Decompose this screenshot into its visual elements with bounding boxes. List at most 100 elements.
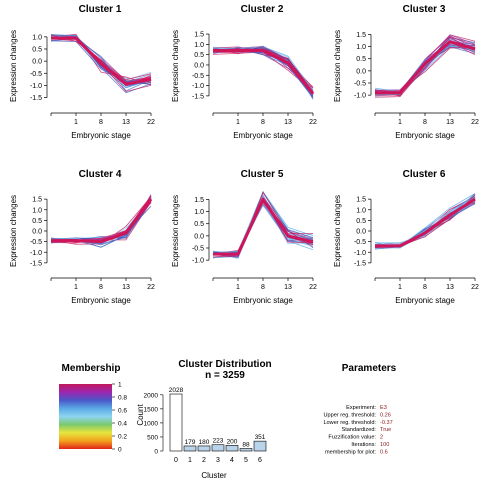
membership-tick-label: 0.2 xyxy=(118,434,127,441)
cluster-panel: Cluster 1 1.0 0.5 0.0 -0.5 -1.0 -1.5 Expression… xyxy=(9,4,155,140)
member-profile-line xyxy=(212,203,314,255)
parameter-value: 0.6 xyxy=(380,449,388,455)
x-tick-label: 8 xyxy=(261,119,265,126)
y-tick-label: -0.5 xyxy=(354,239,366,246)
x-axis-label: Embryonic stage xyxy=(233,296,293,305)
y-tick-label: 1.5 xyxy=(32,197,42,204)
centroid-line xyxy=(375,197,476,248)
x-axis-label: Embryonic stage xyxy=(395,131,455,140)
member-profile-line xyxy=(374,194,476,248)
cluster-panel: Cluster 5 1.5 1.0 0.5 0.0 -0.5 -1.0 Expression … xyxy=(171,169,317,305)
distribution-bar xyxy=(211,444,225,452)
y-tick-label: -0.5 xyxy=(30,71,42,78)
x-tick-label: 1 xyxy=(236,119,240,126)
y-tick-label: 0.5 xyxy=(32,47,42,54)
distribution-x-tick-label: 4 xyxy=(230,457,234,464)
member-profile-line xyxy=(212,198,314,255)
distribution-ylabel: Count xyxy=(136,404,145,426)
y-tick-label: 0.0 xyxy=(32,229,42,236)
x-tick-label: 1 xyxy=(74,119,78,126)
distribution-title: Cluster Distribution xyxy=(178,359,271,370)
member-profile-line xyxy=(212,202,314,254)
x-axis-label: Embryonic stage xyxy=(395,296,455,305)
member-profiles xyxy=(212,190,314,259)
x-tick-label: 22 xyxy=(147,119,155,126)
x-tick-label: 22 xyxy=(309,119,317,126)
member-profile-line xyxy=(50,35,152,83)
member-profile-line xyxy=(212,197,314,255)
y-tick-label: -1.5 xyxy=(354,260,366,267)
distribution-bar-label: 351 xyxy=(255,434,266,441)
parameter-value: -0.37 xyxy=(380,420,393,426)
member-profile-line xyxy=(212,198,314,256)
distribution-bars: 2028 0 179 1 180 2 223 3 200 4 88 5 351 6 xyxy=(169,387,267,464)
distribution-bar-label: 200 xyxy=(227,438,238,445)
cluster-panel: Cluster 4 1.5 1.0 0.5 0.0 -0.5 -1.0 -1.5 Express… xyxy=(9,169,155,305)
distribution-x-tick-label: 3 xyxy=(216,457,220,464)
y-tick-label: -0.5 xyxy=(354,81,366,88)
parameter-value: True xyxy=(380,427,391,433)
cluster-title: Cluster 5 xyxy=(241,169,284,180)
y-tick-label: -1.0 xyxy=(192,83,204,90)
cluster-title: Cluster 2 xyxy=(241,4,284,15)
parameter-label: Iterations: xyxy=(351,442,376,448)
x-tick-label: 13 xyxy=(284,119,292,126)
y-axis-label: Expression changes xyxy=(9,30,18,102)
y-tick-label: -1.5 xyxy=(30,260,42,267)
cluster-title: Cluster 4 xyxy=(79,169,122,180)
distribution-y-tick-label: 1000 xyxy=(144,420,159,427)
distribution-bar xyxy=(239,448,253,452)
member-profiles xyxy=(374,34,476,98)
membership-tick-label: 1 xyxy=(118,382,122,389)
member-profile-line xyxy=(212,198,314,259)
x-tick-label: 1 xyxy=(398,119,402,126)
parameter-label: Standardized: xyxy=(341,427,376,433)
y-tick-label: -0.5 xyxy=(30,239,42,246)
member-profile-line xyxy=(50,35,152,83)
centroid-line xyxy=(213,197,314,256)
parameters-title: Parameters xyxy=(342,363,397,374)
distribution-bar xyxy=(183,445,197,452)
x-tick-label: 1 xyxy=(74,284,78,291)
x-tick-label: 1 xyxy=(236,284,240,291)
y-axis-label: Expression changes xyxy=(333,30,342,102)
member-profile-line xyxy=(212,198,314,257)
y-tick-label: -1.5 xyxy=(30,95,42,102)
centroid-line xyxy=(51,198,153,244)
membership-colorbar xyxy=(59,384,112,449)
member-profile-line xyxy=(212,46,314,92)
member-profile-line xyxy=(212,202,314,256)
x-tick-label: 22 xyxy=(309,284,317,291)
y-tick-label: -1.0 xyxy=(30,250,42,257)
parameter-value: 2 xyxy=(380,435,383,441)
x-tick-label: 13 xyxy=(284,284,292,291)
member-profile-line xyxy=(50,36,152,82)
member-profile-line xyxy=(212,197,314,255)
distribution-y-tick-label: 0 xyxy=(154,449,158,456)
member-profile-line xyxy=(212,198,314,255)
y-tick-label: 0.5 xyxy=(356,56,366,63)
y-tick-label: -0.5 xyxy=(192,73,204,80)
y-tick-label: 1.0 xyxy=(356,44,366,51)
y-axis-label: Expression changes xyxy=(9,195,18,267)
y-tick-label: -1.0 xyxy=(192,258,204,265)
parameter-value: 0.26 xyxy=(380,412,391,418)
parameter-label: Lower reg. threshold: xyxy=(323,420,376,426)
y-tick-label: 0.0 xyxy=(194,62,204,69)
distribution-bar xyxy=(169,393,183,452)
x-tick-label: 13 xyxy=(122,119,130,126)
member-profile-line xyxy=(212,198,314,255)
y-tick-label: 1.0 xyxy=(356,207,366,214)
member-profile-line xyxy=(212,201,314,257)
membership-tick-label: 0.8 xyxy=(118,395,127,402)
x-tick-label: 22 xyxy=(471,119,479,126)
x-tick-label: 8 xyxy=(99,284,103,291)
y-axis-label: Expression changes xyxy=(333,195,342,267)
member-profile-line xyxy=(212,201,314,258)
parameter-value: E3 xyxy=(380,405,387,411)
y-tick-label: 1.5 xyxy=(194,197,204,204)
distribution-bar xyxy=(225,445,239,452)
distribution-x-tick-label: 0 xyxy=(174,457,178,464)
y-tick-label: -1.0 xyxy=(30,83,42,90)
